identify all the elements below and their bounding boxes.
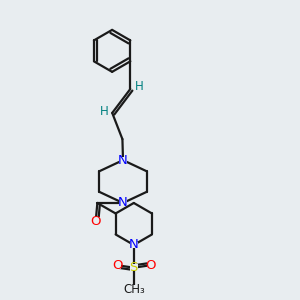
Text: O: O (145, 259, 156, 272)
Text: N: N (129, 238, 139, 251)
FancyBboxPatch shape (130, 242, 138, 248)
FancyBboxPatch shape (147, 262, 154, 268)
Text: S: S (130, 261, 138, 274)
Text: N: N (118, 154, 128, 166)
Text: H: H (135, 80, 144, 93)
FancyBboxPatch shape (119, 200, 127, 206)
Text: CH₃: CH₃ (123, 283, 145, 296)
Text: O: O (91, 215, 101, 228)
FancyBboxPatch shape (92, 217, 100, 224)
FancyBboxPatch shape (126, 285, 142, 292)
Text: H: H (100, 105, 108, 118)
Text: O: O (112, 259, 122, 272)
Text: N: N (118, 196, 128, 209)
FancyBboxPatch shape (130, 265, 138, 271)
FancyBboxPatch shape (113, 262, 121, 268)
FancyBboxPatch shape (119, 157, 127, 163)
